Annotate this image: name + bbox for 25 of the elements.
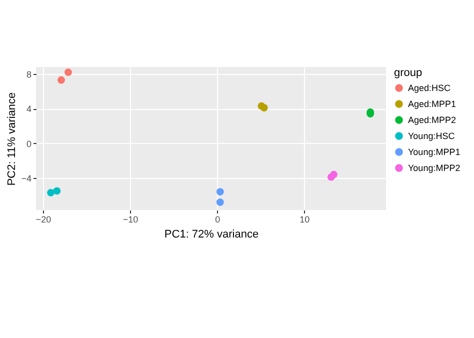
legend-label: Aged:HSC: [408, 83, 452, 93]
y-axis-title: PC2: 11% variance: [6, 92, 18, 186]
legend-label: Aged:MPP1: [408, 99, 456, 109]
legend-label: Young:MPP1: [408, 147, 460, 157]
y-tick-label: 4: [26, 104, 32, 114]
y-tick-label: 8: [26, 69, 32, 80]
point: [47, 188, 55, 196]
y-tick-label: −4: [21, 173, 32, 184]
point: [216, 198, 224, 206]
legend-label: Young:MPP2: [408, 163, 460, 173]
point: [58, 76, 65, 84]
point: [330, 170, 338, 178]
x-tick-label: 10: [300, 214, 310, 224]
x-axis-title: PC1: 72% variance: [164, 228, 259, 240]
point: [53, 187, 61, 195]
point: [260, 104, 268, 112]
y-tick-label: 0: [26, 138, 32, 149]
legend-label: Aged:MPP2: [408, 115, 456, 125]
legend-label: Young:HSC: [408, 131, 456, 141]
point: [216, 188, 224, 196]
point: [64, 68, 72, 76]
x-tick-label: −10: [122, 214, 138, 224]
legend-title: group: [394, 67, 422, 79]
x-tick-label: 0: [215, 214, 220, 224]
x-tick-label: −20: [36, 214, 52, 224]
